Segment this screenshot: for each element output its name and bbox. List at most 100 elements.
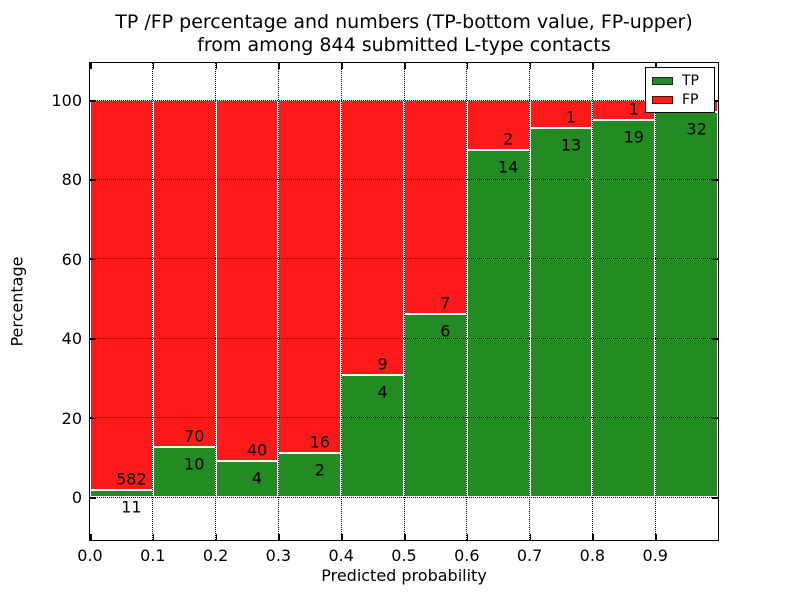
bar-segment-fp [215, 100, 279, 461]
bar-segment-tp [404, 313, 467, 497]
fp-legend-label: FP [682, 91, 699, 108]
fp-count-label: 16 [309, 432, 330, 452]
bar-segment-tp [341, 374, 404, 497]
x-gridline [340, 63, 342, 540]
x-tick-label: 0.1 [140, 546, 166, 565]
bar-segment-fp [341, 100, 404, 375]
x-tick-mark [592, 534, 594, 540]
y-tick-mark [90, 497, 96, 499]
bar-segment-fp [90, 100, 153, 490]
chart-title-line2: from among 844 submitted L-type contacts [197, 34, 611, 56]
fp-count-label: 1 [628, 99, 639, 119]
x-tick-label: 0.6 [454, 546, 480, 565]
y-tick-mark-right [712, 417, 718, 420]
x-tick-mark-top [404, 63, 406, 69]
bar-segment-fp [404, 100, 467, 314]
tp-count-label: 4 [251, 468, 263, 488]
x-tick-mark [152, 534, 155, 540]
tp-count-label: 2 [314, 460, 325, 480]
x-gridline [591, 63, 593, 540]
x-gridline [654, 63, 656, 540]
tp-count-label: 14 [498, 157, 519, 177]
bar-segment-fp [466, 100, 530, 150]
fp-count-label: 2 [503, 129, 514, 149]
bar-segment-tp [215, 460, 279, 497]
fp-count-label: 582 [116, 469, 147, 489]
y-tick-mark-right [712, 497, 718, 499]
y-tick-label: 40 [61, 329, 82, 349]
bar-segment-tp [278, 452, 342, 497]
x-tick-mark [90, 534, 92, 540]
x-tick-mark [341, 534, 343, 540]
fp-count-label: 1 [565, 107, 577, 127]
x-gridline [466, 63, 468, 540]
tp-legend-label: TP [682, 72, 699, 89]
x-tick-mark-top [341, 63, 343, 69]
legend: TP FP [645, 67, 715, 113]
bar-segment-fp [152, 100, 216, 448]
tp-count-label: 11 [121, 497, 142, 517]
y-tick-mark-right [712, 258, 718, 261]
x-tick-label: 0.9 [642, 546, 668, 565]
y-gridline [90, 337, 718, 339]
y-tick-mark [90, 417, 96, 420]
x-tick-mark-top [152, 63, 155, 69]
tp-count-label: 19 [623, 127, 644, 147]
tp-count-label: 10 [184, 454, 205, 474]
tp-count-label: 6 [440, 321, 451, 341]
x-tick-mark [215, 534, 218, 540]
x-tick-mark-top [90, 63, 92, 69]
x-tick-label: 0.4 [328, 546, 354, 565]
y-tick-mark [90, 258, 96, 261]
tp-count-label: 4 [377, 382, 388, 402]
bar-segment-tp [529, 128, 593, 497]
y-tick-mark [90, 179, 96, 181]
y-gridline [90, 99, 718, 101]
x-tick-mark-top [529, 63, 532, 69]
x-tick-mark [466, 534, 469, 540]
x-tick-label: 0.8 [579, 546, 606, 565]
y-tick-label: 20 [61, 408, 82, 428]
legend-row-fp: FP [652, 93, 708, 107]
fp-count-label: 70 [184, 426, 205, 446]
x-tick-label: 0.3 [265, 546, 292, 565]
x-tick-mark [404, 534, 406, 540]
x-axis-label: Predicted probability [321, 566, 487, 585]
fp-count-label: 40 [246, 440, 268, 460]
y-tick-mark [90, 100, 96, 102]
y-tick-mark-right [712, 100, 718, 102]
x-tick-mark-top [278, 63, 280, 69]
bar-segment-fp [278, 100, 342, 453]
y-gridline [90, 258, 718, 260]
legend-row-tp: TP [652, 74, 708, 88]
y-tick-mark-right [712, 338, 718, 340]
y-gridline [90, 496, 718, 498]
y-tick-label: 80 [61, 170, 82, 190]
bar-segment-fp [529, 100, 593, 129]
y-tick-mark [90, 338, 96, 340]
tp-count-label: 32 [686, 119, 707, 139]
x-tick-label: 0.0 [77, 546, 103, 565]
fp-count-label: 7 [440, 293, 451, 313]
x-gridline [403, 63, 405, 540]
x-tick-mark [655, 534, 657, 540]
y-axis-label: Percentage [7, 256, 27, 347]
bar-segment-tp [655, 112, 718, 497]
y-tick-label: 0 [71, 488, 82, 507]
x-tick-mark-top [466, 63, 469, 69]
chart-title-line1: TP /FP percentage and numbers (TP-bottom… [115, 11, 693, 33]
x-tick-label: 0.2 [202, 546, 229, 565]
x-tick-label: 0.5 [391, 546, 417, 565]
fp-legend-swatch [652, 95, 673, 104]
bar-segment-tp [466, 149, 530, 497]
x-tick-mark [529, 534, 532, 540]
tp-count-label: 13 [560, 135, 582, 155]
x-gridline [529, 63, 531, 540]
x-tick-mark-top [592, 63, 594, 69]
bar-segment-tp [592, 119, 656, 497]
y-tick-mark-right [712, 179, 718, 181]
y-gridline [90, 178, 718, 180]
x-gridline [152, 63, 154, 540]
x-tick-mark [278, 534, 280, 540]
